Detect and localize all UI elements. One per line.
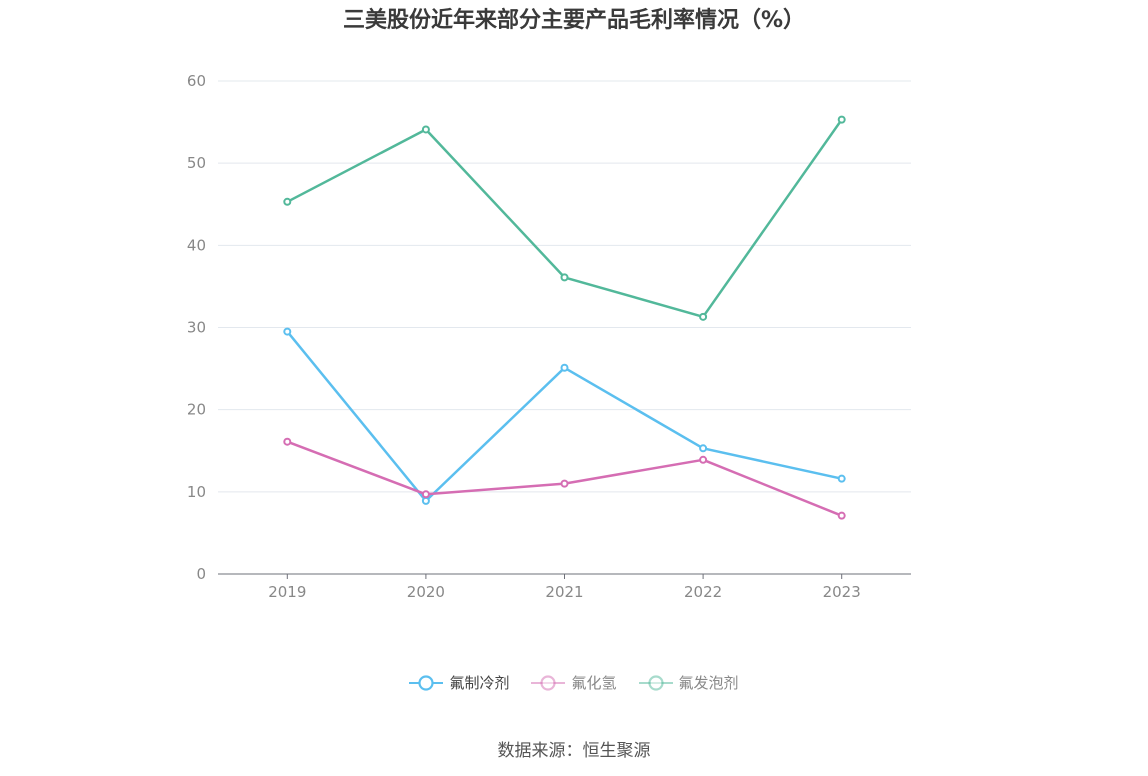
data-point [699, 312, 708, 321]
data-point [283, 437, 292, 446]
legend-marker-1-icon [531, 674, 566, 691]
legend: 氟制冷剂 氟化氢 氟发泡剂 [0, 672, 1148, 693]
y-tick-label: 50 [187, 154, 206, 172]
data-point [283, 197, 292, 206]
data-point [421, 125, 430, 134]
series-line-0 [286, 330, 842, 503]
data-point [837, 474, 846, 483]
series-lines [283, 115, 846, 520]
legend-label-2: 氟发泡剂 [678, 674, 739, 692]
data-point [699, 455, 708, 464]
y-tick-label: 20 [187, 401, 206, 419]
legend-marker-0-icon [409, 674, 444, 691]
chart-title: 三美股份近年来部分主要产品毛利率情况（%） [342, 8, 806, 33]
x-tick-label: 2023 [823, 583, 861, 601]
data-point [560, 273, 569, 282]
x-axis: 2019 2020 2021 2022 2023 [218, 573, 911, 601]
y-tick-label: 10 [187, 483, 206, 501]
series-line-1 [286, 440, 843, 517]
legend-item-2[interactable]: 氟发泡剂 [638, 672, 739, 693]
x-tick-label: 2021 [545, 583, 583, 601]
data-point [283, 327, 292, 336]
data-point [837, 511, 846, 520]
x-tick-label: 2022 [684, 583, 722, 601]
data-source: 数据来源：恒生聚源 [497, 741, 651, 761]
data-point [837, 115, 846, 124]
y-tick-label: 0 [196, 565, 206, 583]
grid-lines [218, 80, 911, 493]
data-point [421, 490, 430, 499]
y-tick-label: 60 [187, 72, 206, 90]
y-tick-label: 40 [187, 236, 206, 254]
legend-marker-2-icon [638, 674, 673, 691]
data-point [699, 444, 708, 453]
data-point [421, 496, 430, 505]
x-tick-label: 2019 [268, 583, 306, 601]
y-tick-label: 30 [187, 319, 206, 337]
legend-item-0[interactable]: 氟制冷剂 [409, 672, 509, 693]
x-tick-label: 2020 [407, 583, 445, 601]
y-axis-ticks: 0 10 20 30 40 50 60 [187, 72, 206, 583]
data-point [560, 479, 569, 488]
series-line-2 [286, 118, 843, 319]
data-point [560, 363, 569, 372]
legend-item-1[interactable]: 氟化氢 [531, 672, 617, 693]
legend-label-0: 氟制冷剂 [449, 674, 510, 692]
legend-label-1: 氟化氢 [571, 674, 617, 692]
